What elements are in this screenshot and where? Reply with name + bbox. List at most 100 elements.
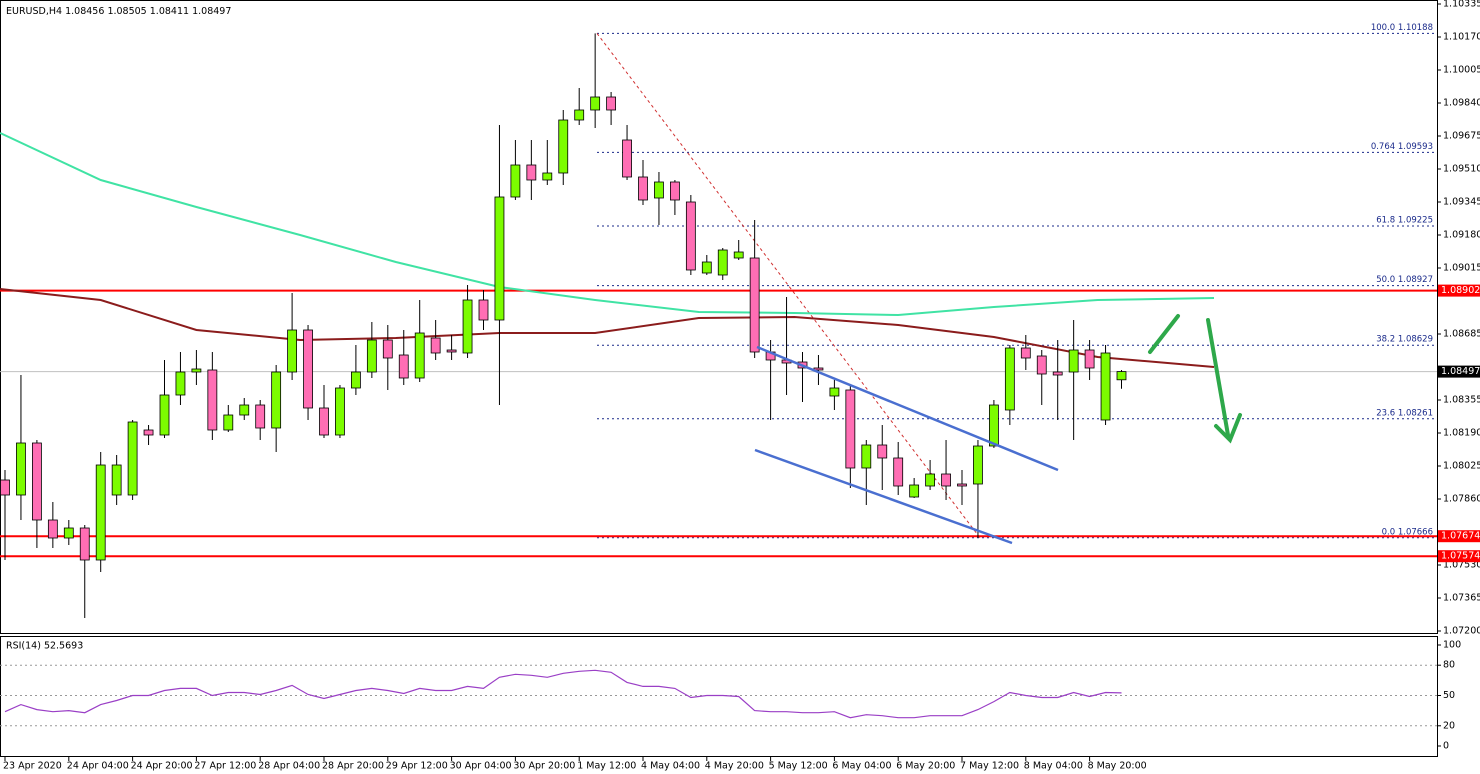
candle-body	[701, 261, 712, 274]
candle-body	[558, 119, 569, 174]
candle-body	[335, 387, 345, 436]
candle-body	[989, 404, 999, 447]
candle-body	[542, 172, 553, 181]
y-tick-label: 1.09345	[1443, 197, 1480, 208]
candle-body	[861, 444, 872, 469]
candle-body	[223, 414, 234, 431]
x-tick-label: 7 May 12:00	[960, 761, 1019, 772]
x-tick-label: 30 Apr 04:00	[450, 761, 512, 772]
open: 1.08456	[65, 6, 104, 17]
candle-body	[63, 527, 74, 539]
candle-body	[941, 473, 951, 487]
candle-body	[733, 251, 744, 259]
candle-body	[957, 483, 967, 487]
candle-body	[95, 464, 106, 561]
candle-body	[16, 442, 26, 496]
x-tick-label: 8 May 04:00	[1024, 761, 1083, 772]
candle-body	[239, 404, 250, 416]
level-label: 1.07674	[1441, 531, 1480, 542]
y-tick-label: 1.07365	[1443, 593, 1480, 604]
fib-label: 23.6 1.08261	[1376, 408, 1433, 418]
moving-average	[0, 132, 1215, 317]
x-tick-label: 28 Apr 20:00	[322, 761, 384, 772]
x-tick-label: 6 May 20:00	[896, 761, 955, 772]
rsi-tick-label: 100	[1443, 640, 1461, 651]
x-tick-label: 28 Apr 04:00	[258, 761, 320, 772]
moving-average	[0, 288, 1215, 368]
x-tick-label: 8 May 20:00	[1088, 761, 1147, 772]
candle-body	[685, 201, 696, 271]
candle-body	[1004, 347, 1015, 411]
candle-body	[654, 181, 664, 199]
fib-label: 0.764 1.09593	[1371, 142, 1433, 152]
y-tick-label: 1.09675	[1443, 131, 1480, 142]
candle-body	[414, 332, 425, 379]
candle-body	[845, 389, 856, 469]
x-tick-label: 5 May 12:00	[769, 761, 828, 772]
x-tick-label: 23 Apr 2020	[3, 761, 62, 772]
candle-body	[973, 445, 983, 485]
candle-body	[925, 473, 935, 487]
candle-body	[191, 368, 202, 373]
candle-body	[462, 299, 473, 354]
candle-body	[319, 407, 329, 436]
price-panel	[0, 0, 1438, 634]
candle-body	[271, 371, 282, 429]
rsi-panel	[0, 636, 1438, 757]
rsi-title: RSI(14) 52.5693	[6, 641, 83, 652]
price-label-box	[1438, 365, 1480, 378]
candle-body	[1100, 352, 1111, 421]
candle-body	[398, 354, 409, 379]
close: 1.08497	[192, 6, 231, 17]
y-tick-label: 1.08190	[1443, 428, 1480, 439]
y-tick-label: 1.09510	[1443, 164, 1480, 175]
fib-label: 38.2 1.08629	[1376, 335, 1433, 345]
candle-body	[0, 479, 10, 496]
candle-body	[303, 329, 313, 409]
candle-body	[1084, 349, 1095, 369]
x-tick-label: 30 Apr 20:00	[513, 761, 575, 772]
candle-body	[717, 249, 728, 276]
level-label-box	[1438, 284, 1480, 297]
candle-body	[287, 329, 298, 373]
y-tick-label: 1.10170	[1443, 32, 1480, 43]
x-tick-label: 6 May 04:00	[832, 761, 891, 772]
low: 1.08411	[150, 6, 189, 17]
fib-label: 100.0 1.10188	[1371, 23, 1433, 33]
fib-label: 50.0 1.08927	[1376, 275, 1433, 285]
level-label-box	[1438, 530, 1480, 543]
y-tick-label: 1.07530	[1443, 560, 1480, 571]
level-label: 1.07574	[1441, 551, 1480, 562]
candle-body	[1116, 371, 1127, 381]
candle-body	[255, 404, 266, 429]
level-label-box	[1438, 550, 1480, 563]
rsi-line	[4, 669, 1122, 719]
rsi-tick-label: 80	[1443, 660, 1455, 671]
candle-body	[893, 457, 904, 487]
arrow-down	[1206, 318, 1230, 437]
y-tick-label: 1.07200	[1443, 626, 1480, 637]
y-tick-label: 1.10335	[1443, 0, 1480, 10]
candle-body	[574, 109, 585, 121]
candle-body	[127, 421, 138, 496]
y-tick-label: 1.07860	[1443, 494, 1480, 505]
x-tick-label: 24 Apr 20:00	[131, 761, 193, 772]
y-tick-label: 1.08355	[1443, 395, 1480, 406]
candle-body	[207, 369, 218, 431]
x-tick-label: 24 Apr 04:00	[67, 761, 129, 772]
fib-label: 0.0 1.07666	[1382, 527, 1433, 537]
x-tick-label: 27 Apr 12:00	[194, 761, 256, 772]
rsi-tick-label: 50	[1443, 690, 1455, 701]
candle-body	[494, 196, 505, 321]
candle-body	[159, 394, 170, 436]
y-tick-label: 1.09840	[1443, 98, 1480, 109]
x-tick-label: 1 May 12:00	[577, 761, 636, 772]
arrows	[1148, 314, 1242, 444]
candle-body	[622, 139, 632, 178]
candle-body	[366, 339, 377, 373]
channel-lower	[754, 448, 1013, 545]
y-tick-label: 1.10005	[1443, 65, 1480, 76]
